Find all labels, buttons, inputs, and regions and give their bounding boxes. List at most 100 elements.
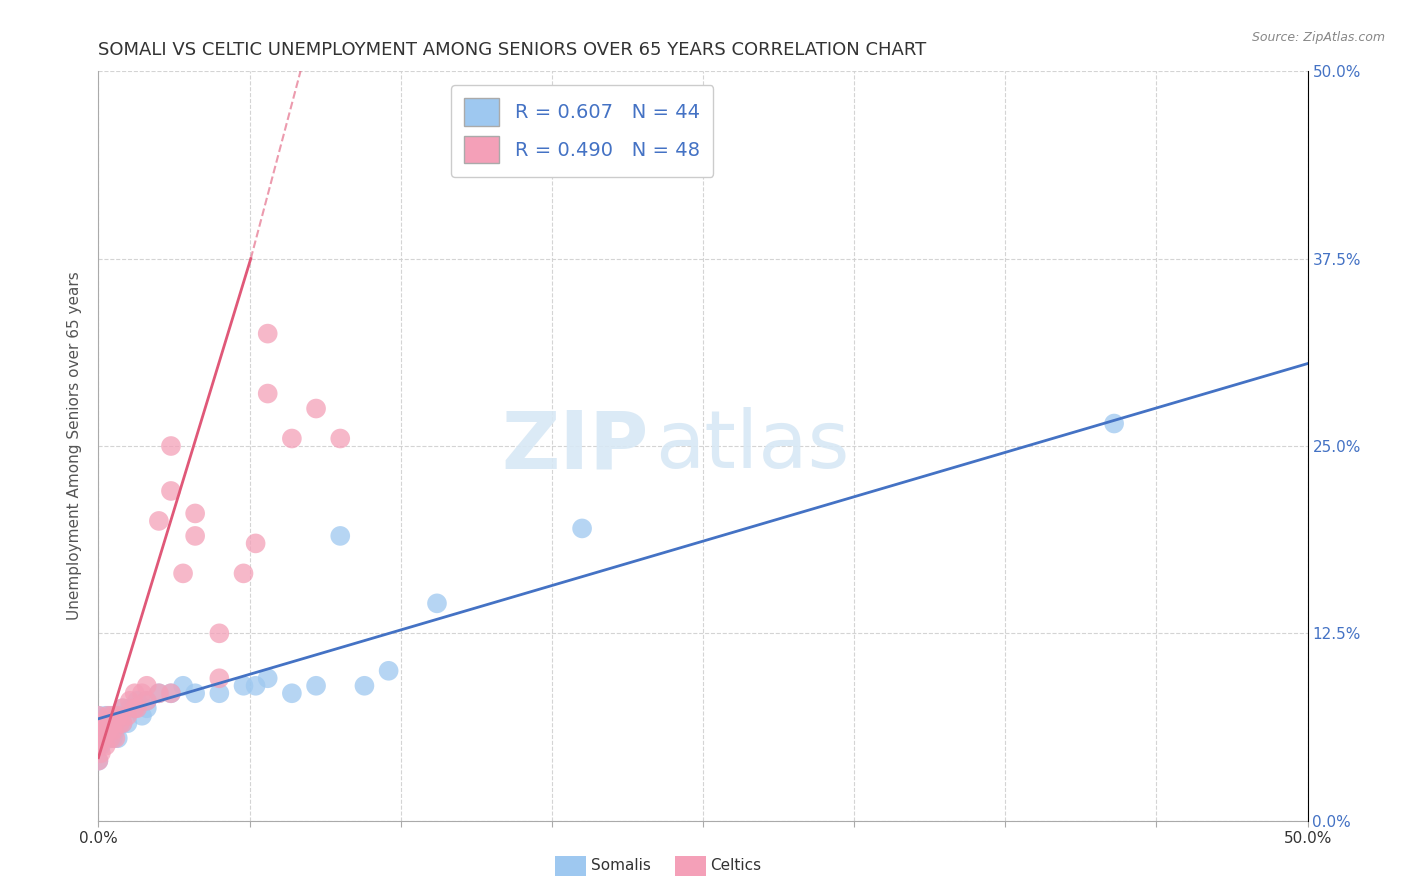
Point: [97, 708, 120, 723]
Point: [100, 716, 122, 731]
Point: [111, 716, 134, 731]
Point: [148, 514, 170, 528]
Y-axis label: Unemployment Among Seniors over 65 years: Unemployment Among Seniors over 65 years: [67, 272, 83, 620]
Point: [208, 626, 231, 640]
Point: [107, 731, 129, 746]
Point: [160, 439, 183, 453]
Text: SOMALI VS CELTIC UNEMPLOYMENT AMONG SENIORS OVER 65 YEARS CORRELATION CHART: SOMALI VS CELTIC UNEMPLOYMENT AMONG SENI…: [98, 41, 927, 59]
Point: [87, 716, 110, 731]
Point: [100, 708, 122, 723]
Point: [281, 432, 304, 446]
Text: Source: ZipAtlas.com: Source: ZipAtlas.com: [1251, 31, 1385, 45]
Point: [184, 507, 207, 521]
Point: [117, 716, 139, 731]
Point: [87, 723, 110, 738]
Point: [232, 679, 254, 693]
Legend: R = 0.607   N = 44, R = 0.490   N = 48: R = 0.607 N = 44, R = 0.490 N = 48: [451, 85, 713, 177]
Point: [148, 686, 170, 700]
Point: [90, 723, 112, 738]
Point: [135, 694, 157, 708]
Point: [104, 716, 127, 731]
Point: [135, 701, 157, 715]
Point: [184, 686, 207, 700]
Point: [100, 731, 122, 746]
Point: [101, 731, 124, 746]
Point: [117, 708, 139, 723]
Point: [104, 731, 127, 746]
Point: [329, 432, 352, 446]
Point: [208, 671, 231, 685]
Point: [100, 723, 122, 738]
Point: [124, 686, 146, 700]
Point: [135, 694, 157, 708]
Point: [107, 708, 129, 723]
Point: [232, 566, 254, 581]
Point: [90, 739, 112, 753]
Point: [172, 566, 194, 581]
Point: [104, 723, 127, 738]
Point: [87, 731, 110, 746]
Point: [87, 723, 110, 738]
Point: [131, 708, 153, 723]
Point: [377, 664, 399, 678]
Point: [91, 716, 114, 731]
Point: [97, 723, 120, 738]
Point: [305, 401, 328, 416]
Point: [281, 686, 304, 700]
Point: [1102, 417, 1125, 431]
Point: [124, 701, 146, 715]
Point: [94, 716, 117, 731]
Point: [127, 701, 149, 715]
Text: Celtics: Celtics: [710, 858, 761, 872]
Point: [426, 596, 449, 610]
Point: [107, 708, 129, 723]
Text: atlas: atlas: [655, 407, 849, 485]
Point: [94, 708, 117, 723]
Point: [131, 686, 153, 700]
Point: [353, 679, 375, 693]
Point: [160, 686, 183, 700]
Point: [127, 694, 149, 708]
Point: [329, 529, 352, 543]
Point: [87, 739, 110, 753]
Point: [245, 679, 267, 693]
Text: Somalis: Somalis: [591, 858, 651, 872]
Point: [135, 679, 157, 693]
Point: [256, 326, 278, 341]
Point: [101, 708, 124, 723]
Point: [101, 716, 124, 731]
Point: [97, 716, 120, 731]
Point: [91, 731, 114, 746]
Point: [87, 708, 110, 723]
Point: [87, 708, 110, 723]
Point: [160, 686, 183, 700]
Point: [571, 521, 593, 535]
Point: [87, 754, 110, 768]
Point: [87, 739, 110, 753]
Point: [305, 679, 328, 693]
Point: [91, 731, 114, 746]
Point: [111, 701, 134, 715]
Point: [160, 483, 183, 498]
Point: [111, 716, 134, 731]
Point: [101, 723, 124, 738]
Point: [111, 701, 134, 715]
Point: [172, 679, 194, 693]
Point: [118, 694, 141, 708]
Point: [87, 754, 110, 768]
Point: [256, 671, 278, 685]
Point: [256, 386, 278, 401]
Point: [208, 686, 231, 700]
Point: [124, 701, 146, 715]
Point: [148, 686, 170, 700]
Point: [108, 716, 131, 731]
Point: [108, 716, 131, 731]
Text: ZIP: ZIP: [502, 407, 648, 485]
Point: [118, 701, 141, 715]
Point: [94, 723, 117, 738]
Point: [184, 529, 207, 543]
Point: [90, 723, 112, 738]
Point: [90, 746, 112, 760]
Point: [94, 739, 117, 753]
Point: [245, 536, 267, 550]
